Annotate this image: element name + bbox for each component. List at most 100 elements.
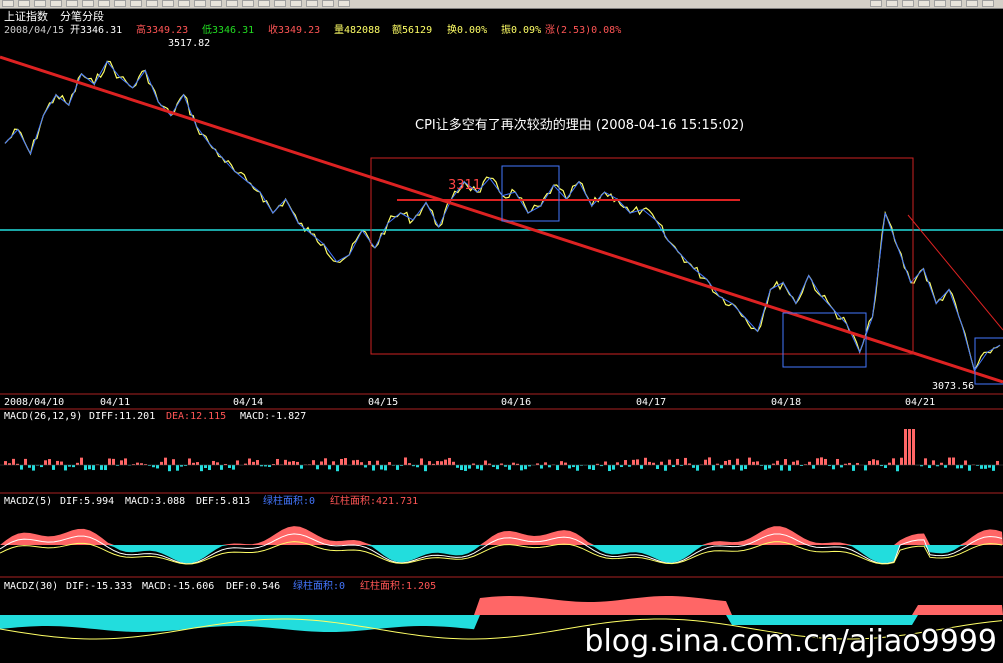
header-low: 低3346.31 [202, 25, 255, 36]
macd-histogram-bar [264, 465, 267, 467]
macd-histogram-bar [84, 465, 87, 471]
x-tick-label: 04/18 [771, 397, 802, 408]
toolbar-button[interactable] [934, 0, 946, 7]
x-tick-label: 04/15 [368, 397, 399, 408]
macd-histogram-bar [756, 461, 759, 465]
toolbar-button[interactable] [82, 0, 94, 7]
toolbar-button[interactable] [258, 0, 270, 7]
macd-histogram-bar [40, 465, 43, 468]
annotation-text: CPI让多空有了再次较劲的理由 (2008-04-16 15:15:02) [415, 118, 745, 133]
macd-histogram-bar [928, 465, 931, 469]
macd-histogram-bar [4, 461, 7, 465]
macd-histogram-bar [320, 461, 323, 465]
macd-histogram-bar [56, 460, 59, 465]
macd-histogram-bar [708, 457, 711, 465]
macd-histogram-bar [228, 465, 231, 468]
macd-histogram-bar [496, 465, 499, 470]
toolbar-button[interactable] [226, 0, 238, 7]
toolbar-button[interactable] [50, 0, 62, 7]
toolbar-button[interactable] [982, 0, 994, 7]
toolbar-button[interactable] [130, 0, 142, 7]
macd-histogram-bar [412, 465, 415, 467]
macd-histogram-bar [612, 465, 615, 470]
toolbar-button[interactable] [146, 0, 158, 7]
macd-histogram-bar [816, 458, 819, 465]
macd-histogram-bar [660, 461, 663, 465]
macd-histogram-bar [272, 464, 275, 465]
macdz5-def-line [0, 541, 1003, 565]
macd-histogram-bar [828, 465, 831, 466]
macd-histogram-bar [508, 465, 511, 470]
macd-histogram-bar [808, 461, 811, 465]
toolbar-button[interactable] [902, 0, 914, 7]
header-amplitude: 振0.09% [501, 25, 542, 36]
toolbar [0, 0, 1003, 9]
macd-histogram-bar [656, 465, 659, 469]
toolbar-button[interactable] [886, 0, 898, 7]
macd-histogram-bar [480, 465, 483, 471]
macd-histogram-bar [80, 457, 83, 465]
header-turnover: 换0.00% [447, 25, 488, 36]
toolbar-button[interactable] [338, 0, 350, 7]
header-open: 开3346.31 [70, 25, 123, 36]
macd-histogram-bar [364, 465, 367, 468]
toolbar-button[interactable] [18, 0, 30, 7]
macd-histogram-bar [468, 465, 471, 469]
macd-histogram-bar [524, 465, 527, 470]
macd-histogram-bar [744, 465, 747, 470]
toolbar-button[interactable] [114, 0, 126, 7]
macd-histogram-bar [152, 465, 155, 468]
toolbar-button[interactable] [918, 0, 930, 7]
toolbar-button[interactable] [322, 0, 334, 7]
macd-histogram-bar [204, 465, 207, 468]
toolbar-button[interactable] [194, 0, 206, 7]
toolbar-button[interactable] [274, 0, 286, 7]
consolidation-box [974, 337, 1003, 385]
macd-histogram-bar [648, 461, 651, 465]
toolbar-button[interactable] [950, 0, 962, 7]
macd-histogram-bar [736, 458, 739, 465]
toolbar-button[interactable] [178, 0, 190, 7]
macd-histogram-bar [356, 459, 359, 465]
macd-histogram-bar [28, 465, 31, 468]
macd-histogram-bar [616, 462, 619, 465]
toolbar-button[interactable] [34, 0, 46, 7]
macd-histogram-bar [904, 429, 907, 465]
macd-histogram-bar [720, 465, 723, 469]
macd-histogram-bar [536, 463, 539, 465]
macd-histogram-bar [112, 458, 115, 465]
macd-histogram-bar [732, 465, 735, 470]
macd-histogram-bar [376, 460, 379, 465]
macd-title: MACD(26,12,9) [4, 411, 83, 422]
macd-histogram-bar [432, 463, 435, 465]
toolbar-button[interactable] [162, 0, 174, 7]
toolbar-button[interactable] [2, 0, 14, 7]
toolbar-button[interactable] [290, 0, 302, 7]
toolbar-button[interactable] [98, 0, 110, 7]
toolbar-button[interactable] [966, 0, 978, 7]
macd-histogram-bar [800, 465, 803, 467]
macd-histogram-bar [32, 465, 35, 471]
toolbar-button[interactable] [210, 0, 222, 7]
macd-histogram-bar [156, 465, 159, 469]
x-tick-label: 04/21 [905, 397, 936, 408]
macd-histogram-bar [208, 465, 211, 471]
macd-histogram-bar [880, 465, 883, 467]
macd-histogram-bar [724, 461, 727, 465]
macd-histogram-bar [664, 465, 667, 471]
macd-histogram-bar [796, 460, 799, 465]
macd-histogram-bar [572, 465, 575, 468]
macd-histogram-bar [100, 465, 103, 470]
macd-histogram-bar [136, 462, 139, 465]
macd-histogram-bar [140, 463, 143, 465]
macd-histogram-bar [328, 465, 331, 470]
toolbar-button[interactable] [306, 0, 318, 7]
macd-histogram-bar [568, 465, 571, 469]
macdz30-positive-area [0, 596, 1003, 615]
x-tick-label: 04/14 [233, 397, 264, 408]
toolbar-button[interactable] [242, 0, 254, 7]
toolbar-button[interactable] [66, 0, 78, 7]
macd-histogram-bar [168, 465, 171, 472]
macd-histogram-bar [848, 462, 851, 465]
toolbar-button[interactable] [870, 0, 882, 7]
